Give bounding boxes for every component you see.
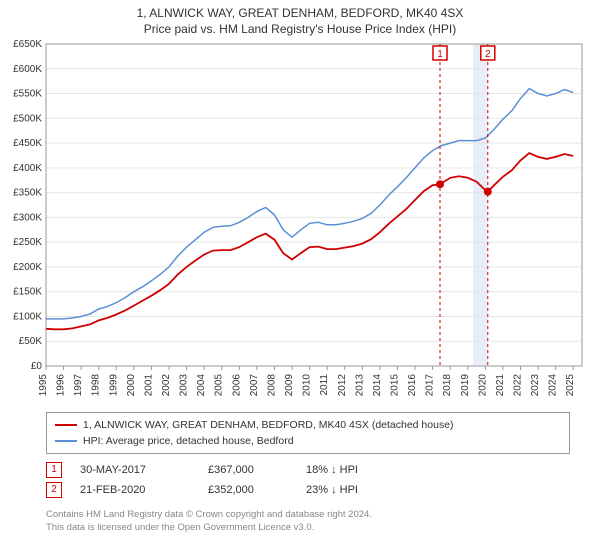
svg-text:2018: 2018: [442, 374, 453, 397]
sale-delta: 23% ↓ HPI: [306, 480, 396, 500]
footer-line: This data is licensed under the Open Gov…: [46, 521, 570, 534]
titles: 1, ALNWICK WAY, GREAT DENHAM, BEDFORD, M…: [0, 0, 600, 36]
svg-text:2000: 2000: [126, 374, 137, 397]
chart-container: 1, ALNWICK WAY, GREAT DENHAM, BEDFORD, M…: [0, 0, 600, 560]
svg-text:2025: 2025: [565, 374, 576, 397]
svg-text:2017: 2017: [425, 374, 436, 397]
svg-text:2011: 2011: [319, 374, 330, 396]
svg-text:£300K: £300K: [13, 212, 42, 223]
footer: Contains HM Land Registry data © Crown c…: [46, 508, 570, 534]
sale-delta: 18% ↓ HPI: [306, 460, 396, 480]
sale-date: 30-MAY-2017: [80, 460, 190, 480]
svg-text:£550K: £550K: [13, 89, 42, 100]
svg-text:2008: 2008: [266, 374, 277, 397]
svg-text:2: 2: [485, 49, 491, 60]
table-row: 1 30-MAY-2017 £367,000 18% ↓ HPI: [46, 460, 570, 480]
svg-text:1995: 1995: [38, 374, 49, 397]
svg-text:1: 1: [437, 49, 443, 60]
svg-text:£500K: £500K: [13, 113, 42, 124]
legend-label: HPI: Average price, detached house, Bedf…: [83, 433, 294, 449]
legend-item: 1, ALNWICK WAY, GREAT DENHAM, BEDFORD, M…: [55, 417, 561, 433]
svg-text:1998: 1998: [91, 374, 102, 397]
svg-text:£350K: £350K: [13, 188, 42, 199]
title-sub: Price paid vs. HM Land Registry's House …: [0, 22, 600, 36]
sale-price: £352,000: [208, 480, 288, 500]
svg-text:2007: 2007: [249, 374, 260, 397]
legend-swatch: [55, 424, 77, 426]
svg-text:£250K: £250K: [13, 237, 42, 248]
svg-text:2002: 2002: [161, 374, 172, 397]
svg-text:2006: 2006: [231, 374, 242, 397]
title-main: 1, ALNWICK WAY, GREAT DENHAM, BEDFORD, M…: [0, 6, 600, 20]
svg-text:£200K: £200K: [13, 262, 42, 273]
legend-swatch: [55, 440, 77, 442]
svg-text:2004: 2004: [196, 374, 207, 397]
svg-text:2021: 2021: [495, 374, 506, 397]
svg-text:2013: 2013: [354, 374, 365, 397]
svg-text:2016: 2016: [407, 374, 418, 397]
legend-label: 1, ALNWICK WAY, GREAT DENHAM, BEDFORD, M…: [83, 417, 454, 433]
sale-badge-icon: 2: [46, 482, 62, 498]
svg-text:2003: 2003: [179, 374, 190, 397]
svg-text:2005: 2005: [214, 374, 225, 397]
svg-text:2022: 2022: [512, 374, 523, 397]
svg-text:2012: 2012: [337, 374, 348, 397]
svg-text:2015: 2015: [389, 374, 400, 397]
table-row: 2 21-FEB-2020 £352,000 23% ↓ HPI: [46, 480, 570, 500]
legend-item: HPI: Average price, detached house, Bedf…: [55, 433, 561, 449]
svg-text:£150K: £150K: [13, 287, 42, 298]
svg-text:£650K: £650K: [13, 39, 42, 50]
svg-text:£0: £0: [31, 361, 43, 372]
svg-text:2009: 2009: [284, 374, 295, 397]
svg-text:2019: 2019: [460, 374, 471, 397]
svg-text:£100K: £100K: [13, 311, 42, 322]
svg-text:£600K: £600K: [13, 64, 42, 75]
svg-text:2010: 2010: [302, 374, 313, 397]
line-chart: £0 £50K £100K £150K £200K £250K £300K £350K £400…: [0, 36, 600, 406]
svg-text:£400K: £400K: [13, 163, 42, 174]
sale-date: 21-FEB-2020: [80, 480, 190, 500]
svg-text:1997: 1997: [73, 374, 84, 397]
sale-price: £367,000: [208, 460, 288, 480]
svg-text:2024: 2024: [548, 374, 559, 397]
sale-badge-icon: 1: [46, 462, 62, 478]
svg-text:1999: 1999: [108, 374, 119, 397]
svg-text:£50K: £50K: [19, 336, 43, 347]
svg-text:1996: 1996: [56, 374, 67, 397]
svg-text:2014: 2014: [372, 374, 383, 397]
svg-text:2001: 2001: [143, 374, 154, 397]
svg-text:2023: 2023: [530, 374, 541, 397]
svg-text:2020: 2020: [477, 374, 488, 397]
footer-line: Contains HM Land Registry data © Crown c…: [46, 508, 570, 521]
svg-text:£450K: £450K: [13, 138, 42, 149]
sales-table: 1 30-MAY-2017 £367,000 18% ↓ HPI 2 21-FE…: [46, 460, 570, 500]
legend: 1, ALNWICK WAY, GREAT DENHAM, BEDFORD, M…: [46, 412, 570, 454]
